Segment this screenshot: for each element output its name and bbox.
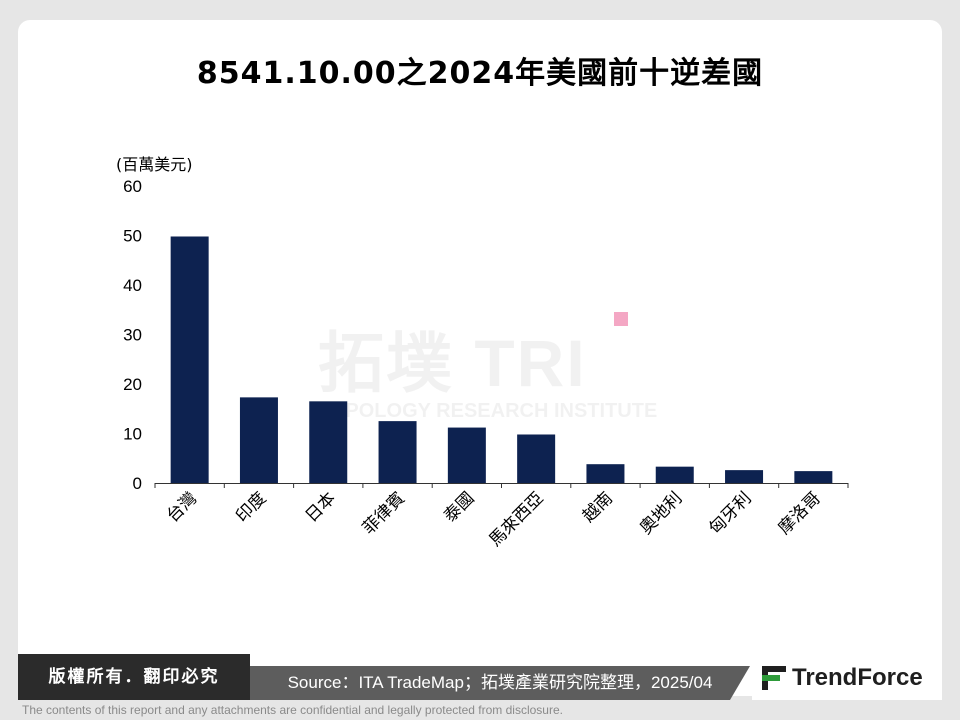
y-tick-label-3: 30 xyxy=(123,326,142,345)
bar-7 xyxy=(655,466,694,483)
trendforce-logo: TrendForce xyxy=(752,656,942,700)
bar-6 xyxy=(586,464,625,483)
x-tick-label-0: 台灣 xyxy=(163,488,201,526)
watermark-dot xyxy=(614,312,628,326)
axes-group: 台灣 印度 日本 菲律賓 泰國 馬來西亞 越南 奧地利 匈牙利 摩洛哥 0 10 20 30 40 50 60 (… xyxy=(116,155,849,551)
x-tick-label-6: 越南 xyxy=(579,488,617,526)
y-tick-label-2: 20 xyxy=(123,375,142,394)
source-banner: Source：ITA TradeMap；拓墣產業研究院整理，2025/04 xyxy=(250,666,750,700)
unit-label: (百萬美元) xyxy=(116,155,193,174)
bar-5 xyxy=(517,434,556,483)
bars-group xyxy=(170,236,833,483)
logo-text: TrendForce xyxy=(792,664,923,691)
bar-9 xyxy=(794,471,833,483)
x-tick-label-7: 奧地利 xyxy=(636,488,686,538)
y-tick-label-0: 0 xyxy=(133,474,142,493)
y-tick-label-1: 10 xyxy=(123,425,142,444)
bar-0 xyxy=(170,236,209,483)
x-tick-label-3: 菲律賓 xyxy=(359,488,409,538)
disclaimer-text: The contents of this report and any atta… xyxy=(22,703,563,717)
bar-8 xyxy=(725,470,764,483)
x-tick-label-5: 馬來西亞 xyxy=(485,488,547,550)
x-tick-label-2: 日本 xyxy=(302,488,340,526)
y-tick-label-4: 40 xyxy=(123,276,142,295)
chart-title: 8541.10.00之2024年美國前十逆差國 xyxy=(196,56,764,91)
bar-4 xyxy=(447,427,486,483)
bar-2 xyxy=(309,401,348,483)
bar-3 xyxy=(378,421,417,483)
x-tick-label-8: 匈牙利 xyxy=(705,488,755,538)
trendforce-logo-icon xyxy=(762,666,786,690)
x-tick-label-9: 摩洛哥 xyxy=(775,488,825,538)
y-tick-label-6: 60 xyxy=(123,177,142,196)
y-tick-label-5: 50 xyxy=(123,227,142,246)
x-tick-label-1: 印度 xyxy=(232,488,270,526)
bar-1 xyxy=(239,397,278,483)
copyright-banner: 版權所有．翻印必究 xyxy=(18,654,250,700)
x-tick-label-4: 泰國 xyxy=(440,488,478,526)
